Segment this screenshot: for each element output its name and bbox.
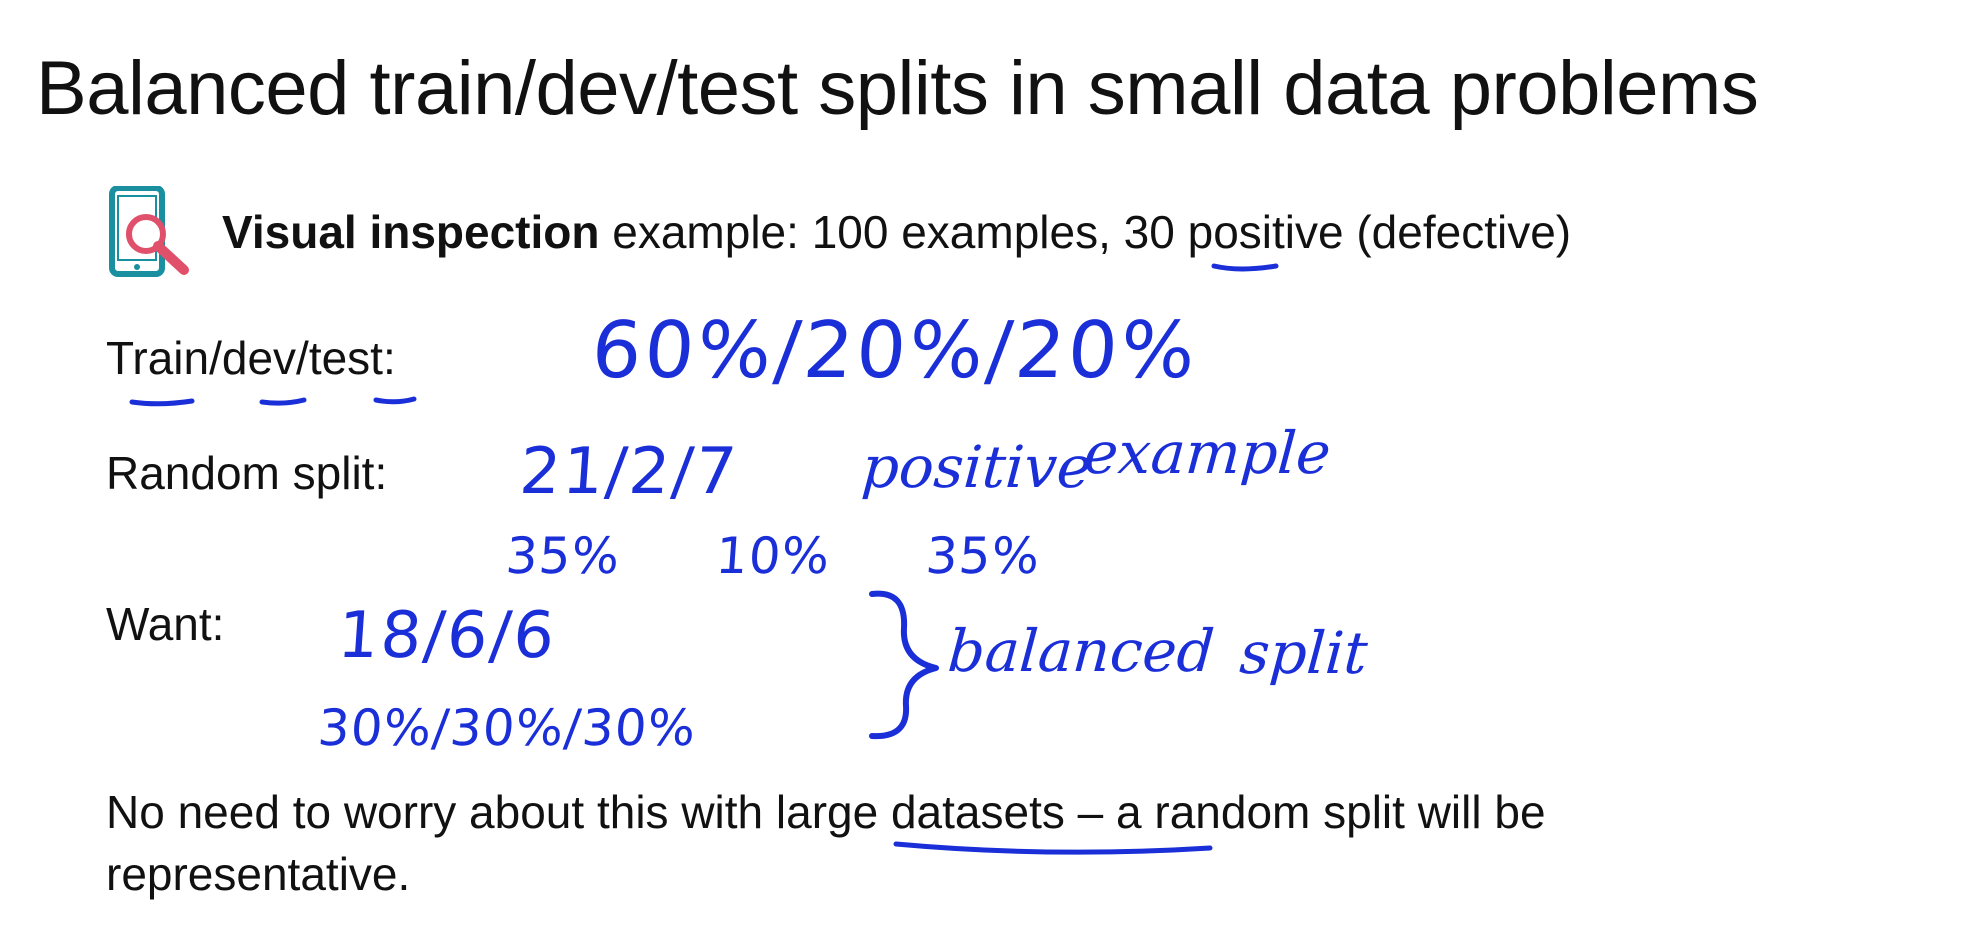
random-split-label: Random split: [106,447,388,499]
handwritten-want-counts: 18/6/6 [335,599,559,673]
handwritten-positive-note: positive [859,433,1094,501]
curly-brace [869,590,939,740]
example-text-before: example: 100 examples, [599,206,1124,258]
underline-dev [259,397,307,406]
example-text-after: positive (defective) [1174,206,1572,258]
want-label: Want: [106,598,225,650]
footer-underlined-text: large datasets [775,786,1065,838]
footer-line-2: representative. [106,848,411,900]
footer-text-after: – a random split will be [1064,786,1546,838]
slide-title: Balanced train/dev/test splits in small … [36,46,1759,131]
phone-magnifier-icon [109,186,189,277]
handwritten-random-percent-1: 35% [503,527,623,585]
handwritten-random-split-counts: 21/2/7 [517,435,741,509]
example-bold-label: Visual inspection [222,206,600,258]
underline-test [373,396,417,405]
handwritten-train-dev-test-split: 60%/20%/20% [588,306,1201,396]
handwritten-want-percents: 30%/30%/30% [315,699,699,757]
underline-large-datasets [893,841,1213,855]
example-line: Visual inspection example: 100 examples,… [222,204,1571,260]
handwritten-random-percent-3: 35% [923,527,1043,585]
footer-text-before: No need to worry about this with [106,786,776,838]
footer-line-1: No need to worry about this with large d… [106,784,1546,840]
handwritten-example-note: example [1081,419,1334,487]
handwritten-random-percent-2: 10% [713,527,833,585]
example-positive-count: 30 [1123,206,1175,258]
underline-train [129,398,195,407]
handwritten-balanced-note: balanced [945,617,1217,685]
train-dev-test-label: Train/dev/test: [106,332,396,384]
underline-30 [1211,263,1279,272]
handwritten-split-note: split [1237,619,1370,687]
